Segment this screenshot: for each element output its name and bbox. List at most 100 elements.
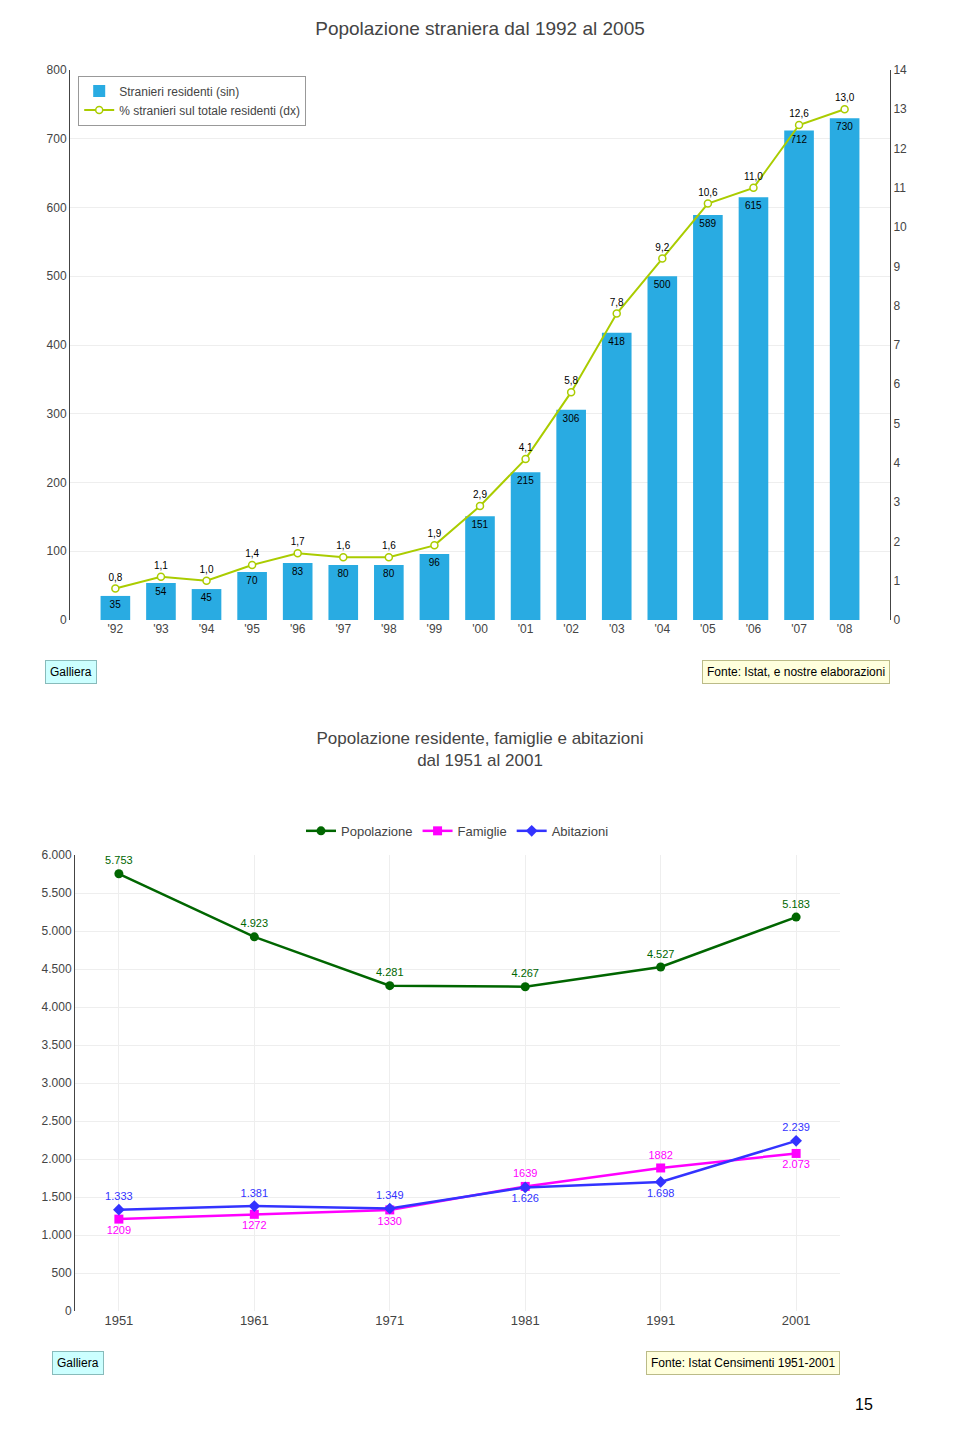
svg-text:215: 215 (517, 475, 534, 486)
svg-text:400: 400 (47, 338, 67, 352)
svg-text:'06: '06 (746, 622, 762, 636)
svg-text:'98: '98 (381, 622, 397, 636)
svg-text:615: 615 (745, 200, 762, 211)
svg-text:100: 100 (47, 544, 67, 558)
svg-text:10,6: 10,6 (698, 187, 718, 198)
svg-text:'08: '08 (837, 622, 853, 636)
svg-text:1,6: 1,6 (382, 540, 396, 551)
svg-text:12: 12 (893, 142, 907, 156)
svg-text:4,1: 4,1 (519, 442, 533, 453)
svg-text:500: 500 (47, 269, 67, 283)
svg-text:700: 700 (47, 132, 67, 146)
svg-text:1,4: 1,4 (245, 548, 259, 559)
svg-text:500: 500 (52, 1266, 72, 1280)
svg-text:600: 600 (47, 201, 67, 215)
svg-text:5.500: 5.500 (42, 886, 72, 900)
svg-text:1,9: 1,9 (427, 528, 441, 539)
svg-text:4.500: 4.500 (42, 962, 72, 976)
svg-text:1,0: 1,0 (200, 564, 214, 575)
svg-text:2.239: 2.239 (782, 1121, 810, 1133)
svg-text:1.381: 1.381 (241, 1187, 269, 1199)
svg-text:Abitazioni: Abitazioni (552, 824, 608, 839)
svg-text:151: 151 (471, 519, 488, 530)
svg-text:Fonte: Istat Censimenti 1951-2: Fonte: Istat Censimenti 1951-2001 (651, 1356, 835, 1370)
svg-text:'07: '07 (791, 622, 807, 636)
svg-text:5.000: 5.000 (42, 924, 72, 938)
svg-text:1.333: 1.333 (105, 1190, 133, 1202)
svg-text:15: 15 (855, 1396, 873, 1413)
svg-text:'97: '97 (335, 622, 351, 636)
svg-text:1981: 1981 (511, 1313, 540, 1328)
svg-text:2.073: 2.073 (782, 1158, 810, 1170)
svg-text:Galliera: Galliera (50, 665, 92, 679)
svg-text:1991: 1991 (646, 1313, 675, 1328)
svg-text:11: 11 (893, 181, 906, 195)
svg-text:80: 80 (383, 568, 395, 579)
svg-text:% stranieri sul totale residen: % stranieri sul totale residenti (dx) (119, 104, 300, 118)
svg-text:35: 35 (110, 599, 122, 610)
svg-text:2: 2 (893, 535, 900, 549)
svg-text:1.349: 1.349 (376, 1189, 404, 1201)
svg-text:6: 6 (893, 377, 900, 391)
svg-text:Popolazione straniera dal 1992: Popolazione straniera dal 1992 al 2005 (315, 18, 645, 39)
svg-text:14: 14 (893, 63, 907, 77)
svg-text:Famiglie: Famiglie (458, 824, 507, 839)
svg-text:9: 9 (893, 260, 900, 274)
svg-text:96: 96 (429, 557, 441, 568)
svg-text:'94: '94 (199, 622, 215, 636)
svg-text:4.000: 4.000 (42, 1000, 72, 1014)
svg-text:1.626: 1.626 (511, 1192, 539, 1204)
svg-text:70: 70 (246, 575, 258, 586)
svg-text:3.000: 3.000 (42, 1076, 72, 1090)
svg-text:1,6: 1,6 (336, 540, 350, 551)
svg-text:2,9: 2,9 (473, 489, 487, 500)
svg-text:'96: '96 (290, 622, 306, 636)
svg-text:1,7: 1,7 (291, 536, 305, 547)
svg-text:'95: '95 (244, 622, 260, 636)
svg-text:'03: '03 (609, 622, 625, 636)
svg-text:Popolazione residente, famigli: Popolazione residente, famiglie e abitaz… (317, 729, 644, 770)
svg-text:4: 4 (893, 456, 900, 470)
svg-text:3.500: 3.500 (42, 1038, 72, 1052)
svg-text:1.500: 1.500 (42, 1190, 72, 1204)
svg-text:3: 3 (893, 495, 900, 509)
svg-text:0: 0 (60, 613, 67, 627)
svg-text:1971: 1971 (375, 1313, 404, 1328)
svg-text:4.527: 4.527 (647, 948, 675, 960)
svg-text:13,0: 13,0 (835, 92, 855, 103)
svg-text:300: 300 (47, 407, 67, 421)
svg-text:1.698: 1.698 (647, 1187, 675, 1199)
svg-text:'02: '02 (563, 622, 579, 636)
svg-text:80: 80 (337, 568, 349, 579)
svg-text:1639: 1639 (513, 1167, 537, 1179)
svg-text:8: 8 (893, 299, 900, 313)
svg-text:'00: '00 (472, 622, 488, 636)
svg-text:1,1: 1,1 (154, 560, 168, 571)
svg-text:1209: 1209 (107, 1224, 131, 1236)
svg-text:Galliera: Galliera (57, 1356, 99, 1370)
svg-text:4.281: 4.281 (376, 966, 404, 978)
svg-text:0,8: 0,8 (108, 572, 122, 583)
svg-text:11,0: 11,0 (744, 171, 763, 182)
svg-text:1.000: 1.000 (42, 1228, 72, 1242)
svg-text:418: 418 (608, 336, 625, 347)
svg-text:Fonte: Istat, e nostre elabora: Fonte: Istat, e nostre elaborazioni (707, 665, 885, 679)
svg-text:4.267: 4.267 (511, 967, 539, 979)
svg-text:2001: 2001 (782, 1313, 811, 1328)
svg-text:1272: 1272 (242, 1219, 266, 1231)
svg-text:10: 10 (893, 220, 907, 234)
svg-text:Popolazione: Popolazione (341, 824, 413, 839)
svg-text:589: 589 (699, 218, 716, 229)
svg-text:1951: 1951 (104, 1313, 133, 1328)
svg-text:'05: '05 (700, 622, 716, 636)
svg-text:730: 730 (836, 121, 853, 132)
svg-text:0: 0 (893, 613, 900, 627)
svg-text:'92: '92 (108, 622, 124, 636)
svg-text:'93: '93 (153, 622, 169, 636)
svg-text:54: 54 (155, 586, 167, 597)
svg-text:712: 712 (790, 134, 807, 145)
svg-text:Stranieri residenti (sin): Stranieri residenti (sin) (119, 85, 239, 99)
svg-text:5: 5 (893, 417, 900, 431)
svg-text:5.753: 5.753 (105, 854, 133, 866)
svg-text:1961: 1961 (240, 1313, 269, 1328)
